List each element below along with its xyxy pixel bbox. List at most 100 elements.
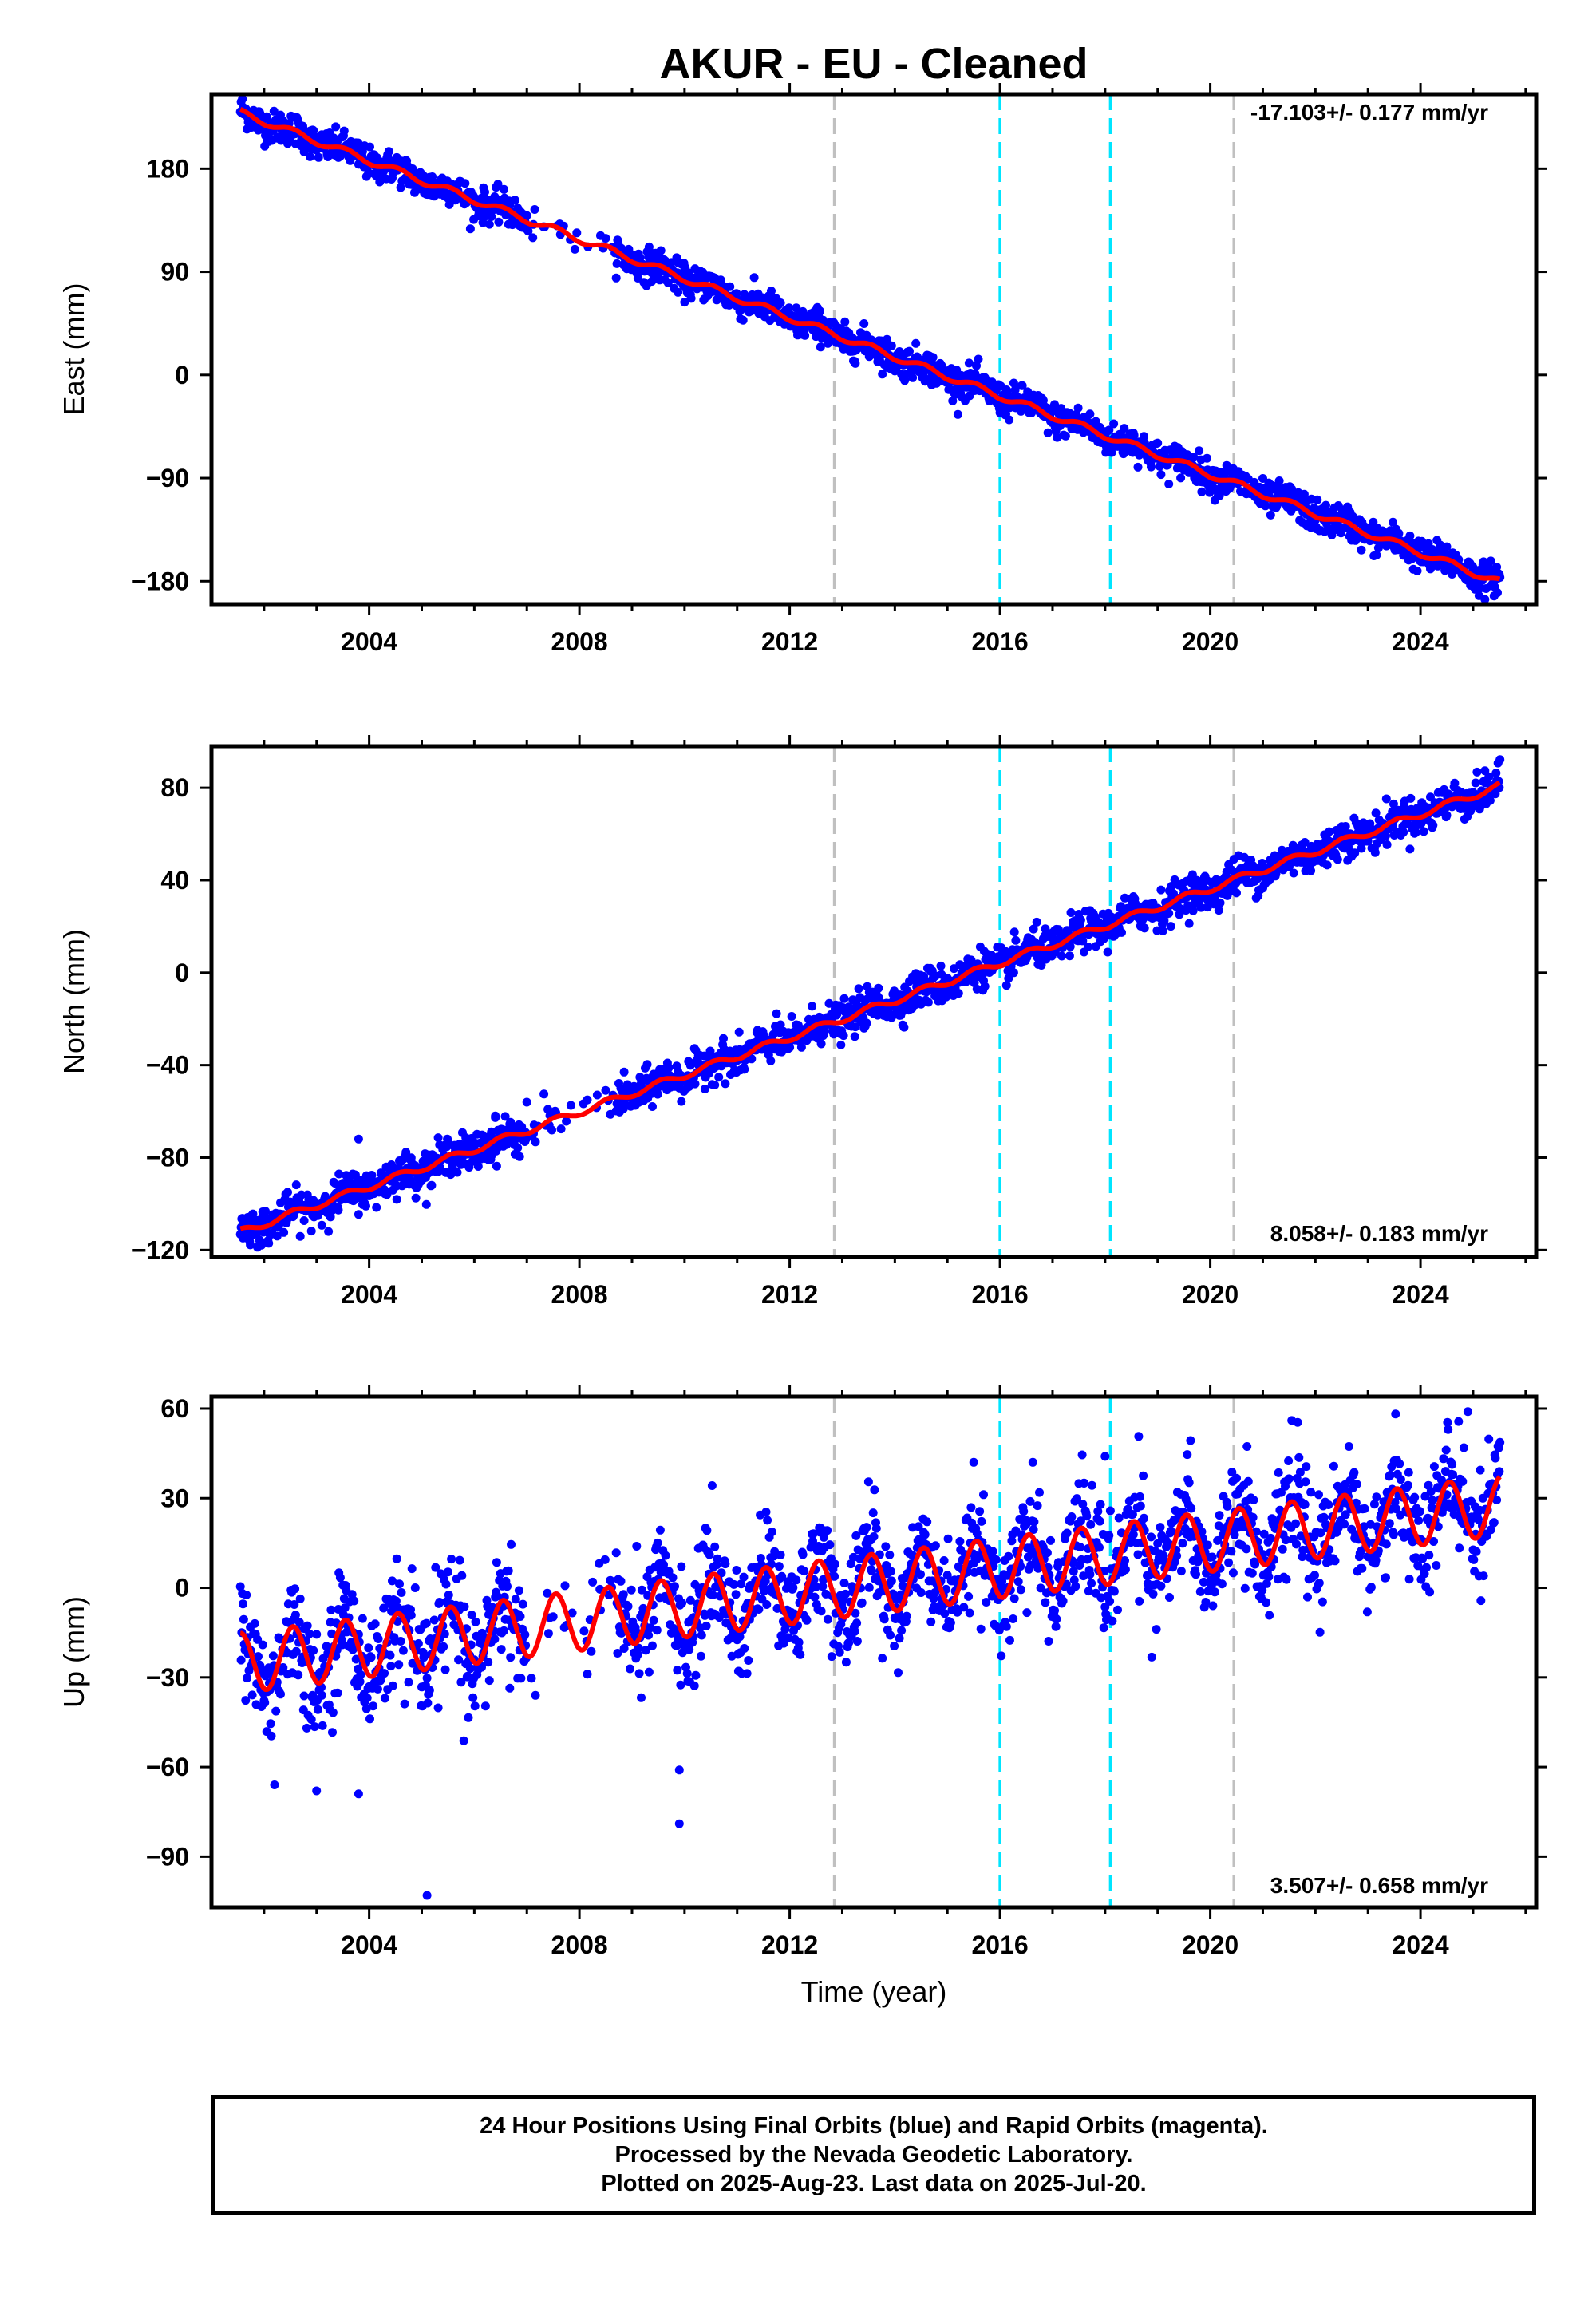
data-point	[601, 234, 610, 243]
data-point	[1389, 799, 1398, 808]
data-point	[819, 1532, 828, 1542]
data-point	[527, 1674, 536, 1683]
data-point	[881, 1542, 891, 1551]
data-point	[911, 338, 921, 348]
data-point	[354, 1210, 363, 1219]
data-point	[579, 1626, 589, 1636]
data-point	[406, 1611, 416, 1620]
data-point	[1085, 409, 1095, 419]
data-point	[439, 1642, 448, 1651]
data-point	[392, 1554, 401, 1563]
data-point	[991, 1555, 1001, 1564]
data-point	[356, 1670, 365, 1679]
data-point	[713, 1554, 722, 1563]
data-point	[1076, 1543, 1085, 1552]
data-point	[583, 1095, 592, 1105]
y-tick-label: −40	[146, 1051, 189, 1080]
data-point	[505, 1683, 515, 1693]
data-point	[1493, 588, 1502, 598]
data-point	[823, 1614, 832, 1624]
data-point	[260, 1698, 270, 1708]
data-point	[1411, 828, 1420, 837]
data-point	[1167, 882, 1176, 891]
data-point	[702, 1526, 712, 1535]
data-point	[772, 1009, 781, 1018]
data-point	[457, 1571, 467, 1580]
data-point	[262, 112, 271, 121]
plot-frame	[209, 92, 1539, 607]
data-point	[385, 1650, 395, 1660]
data-point	[653, 1089, 662, 1099]
data-point	[295, 1594, 305, 1603]
data-point	[738, 315, 748, 325]
data-point	[816, 306, 824, 316]
data-point	[1266, 510, 1275, 520]
data-point	[592, 1090, 602, 1100]
data-point	[491, 1111, 500, 1120]
data-point	[350, 1170, 360, 1180]
data-point	[302, 1621, 312, 1630]
data-point	[447, 1555, 456, 1564]
data-point	[1046, 1535, 1055, 1545]
data-point	[916, 1570, 925, 1579]
data-point	[1188, 906, 1198, 915]
data-point	[700, 1085, 709, 1093]
data-point	[384, 147, 393, 156]
data-point	[455, 1139, 464, 1148]
data-point	[510, 196, 519, 205]
data-point	[905, 346, 914, 356]
x-tick-label: 2008	[551, 1280, 608, 1309]
data-point	[1051, 1622, 1061, 1631]
data-point	[818, 1582, 828, 1591]
data-point	[1405, 531, 1415, 540]
data-point	[503, 1582, 512, 1591]
data-point	[1491, 789, 1500, 799]
data-point	[1325, 827, 1334, 836]
data-point	[937, 361, 946, 370]
y-tick-label: 180	[147, 154, 189, 183]
data-point	[979, 1490, 988, 1500]
data-point	[763, 1516, 772, 1525]
data-point	[613, 1649, 622, 1658]
data-point	[975, 1507, 985, 1516]
data-point	[380, 1694, 389, 1703]
data-point	[547, 1125, 556, 1135]
data-point	[516, 1612, 525, 1621]
data-point	[395, 1579, 404, 1589]
data-point	[394, 1660, 404, 1670]
data-point	[1450, 778, 1460, 788]
data-point	[1071, 1582, 1080, 1591]
data-point	[1370, 848, 1380, 857]
data-point	[358, 1614, 367, 1623]
data-point	[522, 211, 531, 220]
data-point	[820, 1026, 829, 1036]
data-point	[518, 1599, 527, 1609]
data-point	[879, 1614, 889, 1624]
data-point	[1042, 1548, 1052, 1558]
data-point	[567, 1608, 577, 1618]
data-point	[397, 1588, 406, 1597]
y-tick-label: −180	[132, 567, 189, 595]
plot-area	[235, 746, 1505, 1257]
y-tick-label: −120	[132, 1235, 189, 1264]
data-point	[1480, 595, 1490, 604]
data-point	[680, 298, 689, 307]
data-point	[710, 1542, 720, 1551]
data-point	[1371, 808, 1381, 818]
data-point	[794, 1638, 804, 1647]
data-point	[291, 1180, 301, 1190]
model-curve	[239, 107, 1501, 582]
data-point	[473, 1162, 483, 1171]
data-point	[749, 273, 759, 283]
data-point	[798, 1550, 808, 1559]
data-point	[785, 1043, 795, 1053]
data-point	[511, 1595, 520, 1604]
data-point	[1001, 981, 1011, 990]
data-point	[306, 1715, 316, 1725]
data-point	[467, 1611, 476, 1620]
data-point	[1044, 1637, 1053, 1646]
data-point	[1140, 923, 1149, 933]
data-point	[966, 1503, 976, 1512]
data-point	[721, 1079, 730, 1089]
data-point	[331, 122, 341, 132]
